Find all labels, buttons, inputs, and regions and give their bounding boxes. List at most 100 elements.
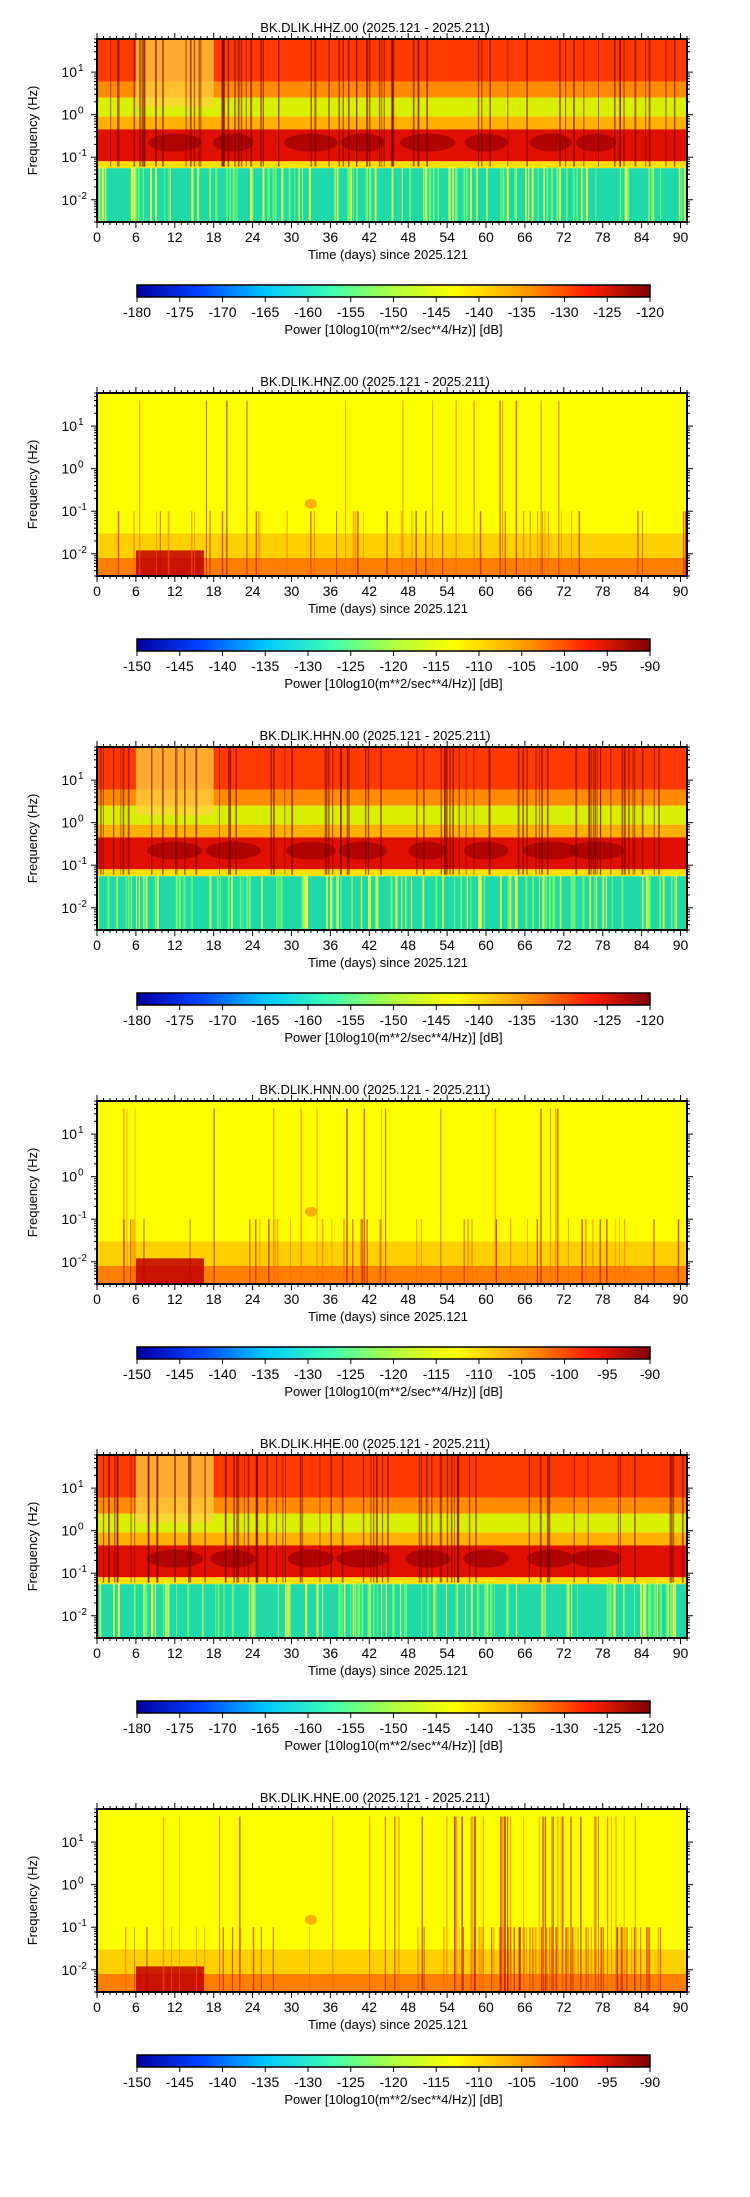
transient-streak (209, 166, 211, 222)
transient-streak (455, 166, 457, 222)
transient-streak (673, 39, 676, 167)
x-tick-label: 78 (595, 583, 611, 599)
transient-streak (671, 874, 673, 930)
transient-streak (547, 1455, 550, 1583)
x-tick-label: 48 (400, 1645, 416, 1661)
transient-streak (491, 1927, 493, 1992)
transient-streak (623, 1582, 625, 1638)
transient-streak (544, 1816, 546, 1992)
transient-streak (684, 511, 686, 576)
transient-streak (476, 1582, 479, 1638)
transient-streak (498, 1927, 500, 1992)
plot-frame (96, 1808, 688, 1993)
x-tick-label: 18 (206, 937, 222, 953)
transient-streak (225, 1455, 227, 1583)
colorbar-tick-label: -140 (208, 2074, 236, 2090)
transient-streak (526, 39, 528, 167)
x-tick-label: 48 (400, 1291, 416, 1307)
transient-streak (615, 1816, 617, 1992)
transient-streak (532, 874, 534, 930)
transient-streak (494, 1582, 496, 1638)
x-tick-label: 24 (245, 583, 261, 599)
transient-streak (616, 1927, 619, 1992)
spectrogram-panel: BK.DLIK.HNN.00 (2025.121 - 2025.211) 0 6 12… (25, 1082, 693, 1399)
x-tick-label: 90 (673, 1999, 689, 2015)
x-tick-label: 0 (93, 229, 101, 245)
transient-streak (488, 747, 490, 875)
transient-streak (187, 1582, 190, 1638)
transient-streak (595, 166, 597, 222)
transient-streak (559, 166, 561, 222)
transient-streak (398, 1816, 400, 1992)
transient-streak (287, 1582, 289, 1638)
spectrogram-panel: BK.DLIK.HHZ.00 (2025.121 - 2025.211) 0 6 12… (25, 20, 693, 337)
transient-streak (573, 1455, 575, 1583)
transient-streak (114, 1455, 116, 1583)
transient-streak (662, 874, 665, 930)
transient-streak (251, 166, 254, 222)
colorbar-label: Power [10log10(m**2/sec**4/Hz)] [dB] (284, 1384, 502, 1399)
transient-streak (577, 1927, 579, 1992)
transient-streak (216, 874, 219, 930)
transient-streak (544, 874, 546, 930)
transient-streak (648, 166, 650, 222)
transient-streak (423, 747, 425, 875)
transient-streak (154, 874, 157, 930)
transient-streak (234, 39, 236, 167)
transient-streak (383, 39, 385, 167)
transient-streak (535, 747, 537, 875)
transient-streak (222, 1927, 224, 1992)
transient-streak (386, 511, 388, 576)
colorbar-tick-label: -125 (337, 658, 365, 674)
transient-streak (603, 1927, 605, 1992)
transient-streak (425, 511, 427, 576)
transient-streak (381, 39, 383, 167)
x-tick-label: 90 (673, 937, 689, 953)
transient-streak (301, 874, 303, 930)
colorbar (136, 284, 651, 298)
transient-streak (166, 1582, 169, 1638)
transient-streak (461, 1816, 463, 1992)
transient-streak (117, 39, 118, 167)
transient-streak (594, 874, 596, 930)
transient-streak (571, 874, 573, 930)
y-tick-label: 100 (61, 1522, 84, 1539)
transient-streak (486, 1582, 489, 1638)
transient-streak (617, 1455, 619, 1583)
transient-streak (139, 400, 141, 576)
transient-streak (253, 1582, 255, 1638)
transient-streak (346, 1108, 348, 1284)
colorbar-tick-label: -120 (636, 304, 664, 320)
transient-streak (151, 1582, 153, 1638)
x-tick-label: 12 (167, 1999, 183, 2015)
spectral-band (97, 557, 687, 576)
x-tick-label: 72 (556, 583, 572, 599)
transient-streak (426, 39, 429, 167)
transient-streak (331, 874, 333, 930)
transient-streak (571, 511, 573, 576)
transient-streak (446, 1455, 449, 1583)
microseism-blob (464, 133, 508, 152)
spectral-band (97, 1532, 687, 1546)
transient-streak (489, 39, 491, 167)
transient-streak (529, 1927, 531, 1992)
microseism-blob (570, 1549, 622, 1568)
x-tick-label: 72 (556, 937, 572, 953)
transient-streak (634, 1455, 636, 1583)
transient-streak (193, 39, 196, 167)
transient-streak (404, 1582, 406, 1638)
microseism-blob (338, 841, 388, 860)
colorbar-tick-label: -125 (593, 1720, 621, 1736)
transient-streak (122, 1108, 125, 1284)
transient-streak (361, 1219, 364, 1284)
transient-streak (326, 874, 328, 930)
transient-streak (346, 747, 348, 875)
transient-streak (189, 39, 192, 167)
transient-streak (361, 1582, 364, 1638)
transient-streak (274, 166, 277, 222)
transient-streak (652, 166, 654, 222)
transient-streak (541, 747, 543, 875)
y-axis-label: Frequency (Hz) (25, 794, 40, 884)
transient-streak (471, 1219, 473, 1284)
